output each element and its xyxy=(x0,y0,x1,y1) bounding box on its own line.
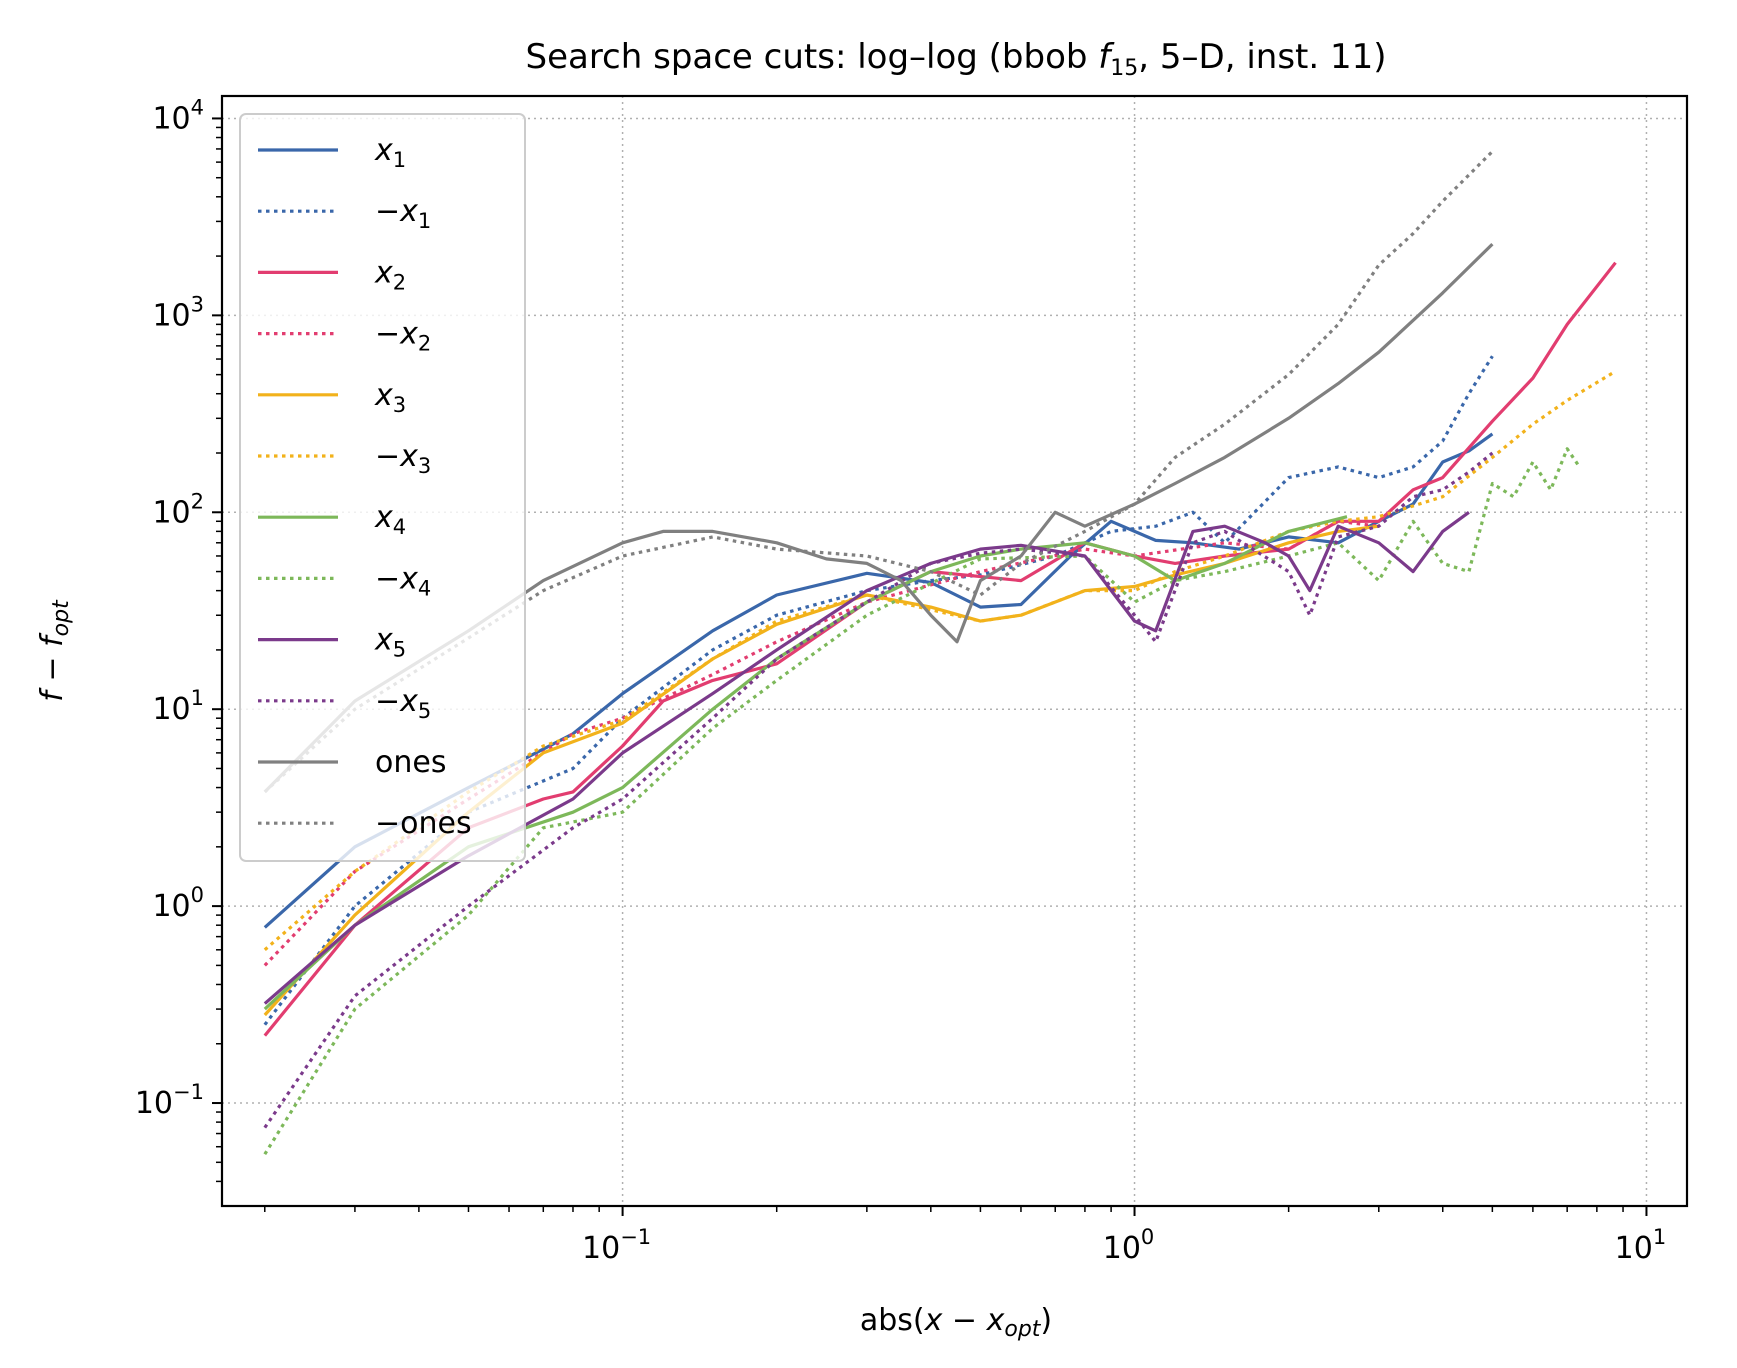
x-tick-label: 10−1 xyxy=(582,1225,651,1266)
legend-box xyxy=(239,113,526,862)
y-tick-label: 10−1 xyxy=(135,1080,204,1121)
y-tick-label: 102 xyxy=(152,489,204,530)
series-line-neg-x5 xyxy=(263,451,1494,1129)
series-line-neg-x4 xyxy=(263,447,1581,1156)
series-line-neg-ones xyxy=(263,150,1494,794)
axis-ticks: 10−1 100 101 10−1 100 101 102 103 104 xyxy=(135,95,1666,1266)
grid xyxy=(222,96,1687,1206)
legend-label: −x3 xyxy=(375,439,431,478)
y-tick-label: 101 xyxy=(152,686,204,727)
series-line-neg-x3 xyxy=(263,369,1617,952)
legend-label: x5 xyxy=(374,623,406,662)
legend-label: −x4 xyxy=(375,561,431,600)
plot-frame xyxy=(220,94,1689,1208)
series-line-x5 xyxy=(263,511,1470,1005)
legend-label: x2 xyxy=(374,255,406,294)
legend-label: x4 xyxy=(374,500,406,539)
chart-title: Search space cuts: log–log (bbob f15, 5–… xyxy=(525,37,1386,81)
y-tick-label: 103 xyxy=(152,292,204,333)
legend: x1 −x1 x2 −x2 x3 −x3 x4 −x4 x5 −x5 ones −ones xyxy=(239,113,526,862)
legend-label: −x2 xyxy=(375,317,431,356)
y-tick-label: 100 xyxy=(152,883,204,924)
x-tick-label: 100 xyxy=(1103,1225,1155,1266)
x-axis-label: abs(x − xopt) xyxy=(860,1303,1052,1342)
legend-label: x3 xyxy=(374,378,406,417)
legend-label: −x1 xyxy=(375,194,431,233)
legend-label: −x5 xyxy=(375,684,431,723)
legend-label: ones xyxy=(375,745,446,780)
legend-label: −ones xyxy=(375,806,472,841)
y-axis-label: f − fopt xyxy=(35,599,74,702)
x-tick-label: 101 xyxy=(1615,1225,1667,1266)
legend-label: x1 xyxy=(374,133,406,172)
y-tick-label: 104 xyxy=(152,95,204,136)
series-line-ones xyxy=(263,242,1494,794)
series-line-x3 xyxy=(263,524,1380,1017)
